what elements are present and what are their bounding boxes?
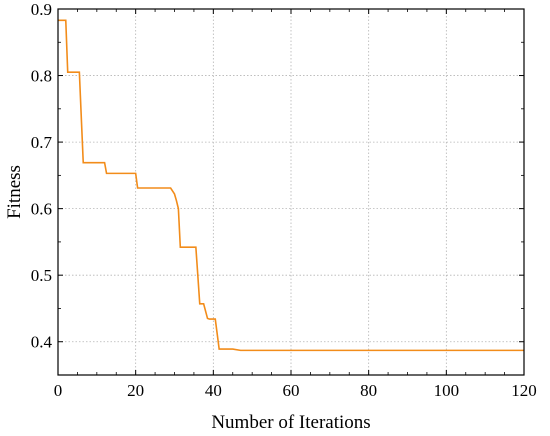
x-tick-label: 40 — [205, 381, 222, 400]
x-tick-labels: 0 20 40 60 80 100 120 — [54, 381, 537, 400]
y-axis-title: Fitness — [4, 165, 25, 219]
series-line-layer — [58, 19, 524, 352]
y-tick-label: 0.5 — [31, 266, 52, 285]
x-axis-title: Number of Iterations — [211, 412, 370, 433]
ticks — [57, 8, 525, 375]
x-tick-label: 60 — [283, 381, 300, 400]
x-tick-label: 100 — [434, 381, 460, 400]
y-tick-label: 0.4 — [31, 333, 53, 352]
x-tick-label: 20 — [127, 381, 144, 400]
y-tick-label: 0.8 — [31, 67, 52, 86]
x-tick-label: 120 — [511, 381, 537, 400]
y-tick-labels: 0.4 0.5 0.6 0.7 0.8 0.9 — [31, 0, 53, 352]
y-tick-label: 0.9 — [31, 0, 52, 19]
y-tick-label: 0.6 — [31, 200, 52, 219]
y-tick-label: 0.7 — [31, 133, 53, 152]
fitness-series-line — [58, 19, 524, 352]
x-tick-label: 80 — [360, 381, 377, 400]
x-tick-label: 0 — [54, 381, 63, 400]
grid-lines — [58, 9, 524, 375]
